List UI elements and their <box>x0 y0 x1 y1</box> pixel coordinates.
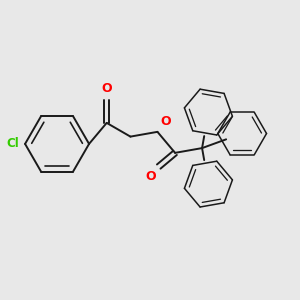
Text: Cl: Cl <box>7 137 20 150</box>
Text: O: O <box>101 82 112 95</box>
Text: O: O <box>146 170 156 183</box>
Text: O: O <box>160 115 170 128</box>
